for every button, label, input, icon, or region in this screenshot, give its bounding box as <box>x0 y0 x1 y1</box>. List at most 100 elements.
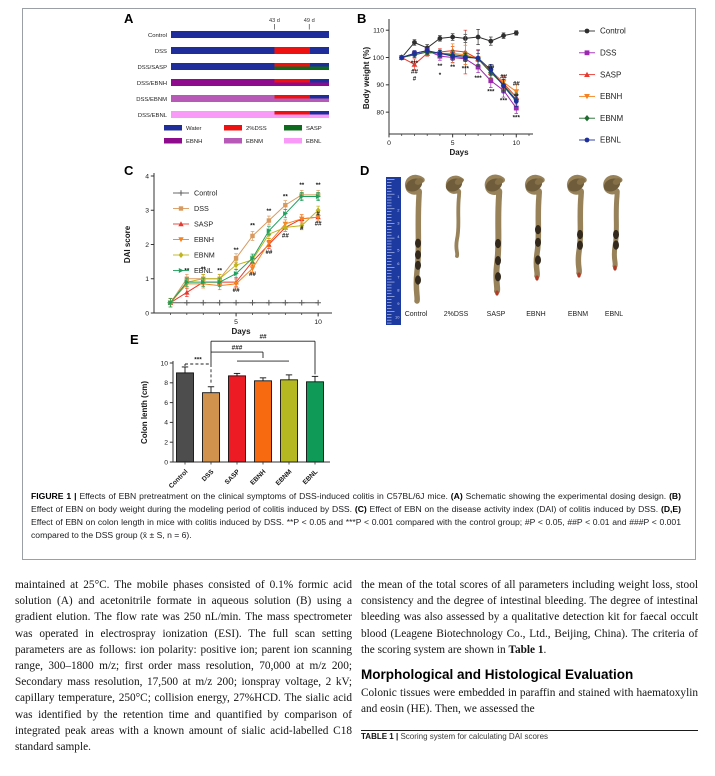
svg-text:##: ## <box>265 249 272 256</box>
svg-text:1: 1 <box>145 276 149 283</box>
svg-text:80: 80 <box>376 109 384 116</box>
svg-text:10: 10 <box>160 360 168 367</box>
figure-1-box: A B C D E Control DSS DSS/SASP DSS/EBNH DSS/… <box>22 8 696 560</box>
svg-text:SASP: SASP <box>600 70 621 79</box>
section-heading: Morphological and Histological Evaluatio… <box>361 667 634 683</box>
table-1-top-rule <box>361 730 698 732</box>
table-1-reference: Table 1 <box>508 643 544 656</box>
body-column-right: the mean of the total scores of all para… <box>361 577 698 742</box>
panel-e-letter: E <box>130 332 139 347</box>
svg-text:##: ## <box>249 271 256 278</box>
svg-text:0: 0 <box>145 310 149 317</box>
svg-text:5: 5 <box>397 248 400 253</box>
svg-text:**: ** <box>250 222 255 229</box>
svg-text:43 d: 43 d <box>269 18 280 24</box>
svg-text:EBNH: EBNH <box>186 139 202 145</box>
svg-text:**: ** <box>437 63 442 70</box>
svg-text:##: ## <box>282 233 289 240</box>
svg-text:110: 110 <box>373 27 384 34</box>
svg-text:Water: Water <box>186 126 202 132</box>
panel-b-letter: B <box>357 11 367 26</box>
svg-text:*: * <box>439 72 442 79</box>
svg-text:EBNM: EBNM <box>568 311 588 318</box>
svg-text:4: 4 <box>164 420 168 427</box>
svg-text:***: *** <box>513 115 521 122</box>
svg-text:##: ## <box>411 68 418 75</box>
svg-text:EBNH: EBNH <box>600 92 622 101</box>
svg-text:**: ** <box>234 247 239 254</box>
panel-c-dai-score-chart: 0 1 2 3 4 5 10 Days DAI score ** ** ** ** ** ** ** ** ** #… <box>123 173 332 336</box>
svg-text:***: *** <box>411 60 419 67</box>
svg-text:1: 1 <box>397 194 400 199</box>
paragraph-dai-scoring: the mean of the total scores of all para… <box>361 579 698 656</box>
panel-d-colon-photo: 1 2 3 4 5 6 7 8 9 10 Control 2%DSS SASP EBNH EBNM EBNL <box>386 174 623 325</box>
svg-text:DSS: DSS <box>201 468 216 483</box>
svg-text:2%DSS: 2%DSS <box>246 126 267 132</box>
svg-text:Control: Control <box>148 33 167 39</box>
svg-text:Control: Control <box>600 27 626 36</box>
svg-text:EBNL: EBNL <box>600 136 621 145</box>
svg-text:SASP: SASP <box>194 220 213 229</box>
svg-text:EBNL: EBNL <box>306 139 322 145</box>
svg-text:##: ## <box>259 334 267 341</box>
svg-text:3: 3 <box>145 208 149 215</box>
svg-text:DSS/EBNL: DSS/EBNL <box>138 113 168 119</box>
svg-text:EBNL: EBNL <box>194 266 213 275</box>
svg-text:**: ** <box>283 193 288 200</box>
paragraph-methods-lcms: maintained at 25°C. The mobile phases co… <box>15 579 352 754</box>
svg-text:**: ** <box>514 93 519 100</box>
svg-text:0: 0 <box>387 140 391 147</box>
svg-text:2: 2 <box>164 440 168 447</box>
svg-text:EBNM: EBNM <box>194 251 215 260</box>
svg-text:EBNM: EBNM <box>275 468 294 487</box>
svg-text:**: ** <box>201 266 206 273</box>
svg-text:Control: Control <box>194 189 218 198</box>
svg-text:DSS/EBNH: DSS/EBNH <box>137 81 167 87</box>
svg-text:DSS: DSS <box>194 204 209 213</box>
panel-e-colon-length-chart: 0 2 4 6 8 10 Colon lenth (cm) Control DSS SASP EBN… <box>140 334 330 490</box>
svg-text:2: 2 <box>397 207 400 212</box>
figure-caption: FIGURE 1 | Effects of EBN pretreatment o… <box>31 491 682 540</box>
svg-text:**: ** <box>450 64 455 71</box>
svg-text:90: 90 <box>376 82 384 89</box>
svg-text:5: 5 <box>451 140 455 147</box>
svg-text:DSS: DSS <box>600 49 616 58</box>
svg-text:SASP: SASP <box>306 126 322 132</box>
svg-text:EBNH: EBNH <box>194 235 214 244</box>
svg-text:0: 0 <box>164 459 168 466</box>
svg-text:***: *** <box>487 89 495 96</box>
svg-text:49 d: 49 d <box>304 18 315 24</box>
svg-text:EBNL: EBNL <box>605 311 623 318</box>
svg-text:#: # <box>316 210 320 217</box>
svg-text:10: 10 <box>512 140 520 147</box>
paragraph-histology: Colonic tissues were embedded in paraffi… <box>361 687 698 716</box>
svg-text:##: ## <box>513 80 520 87</box>
svg-text:SASP: SASP <box>224 468 242 486</box>
svg-text:Control: Control <box>405 311 428 318</box>
panel-d-letter: D <box>360 163 370 178</box>
svg-text:***: *** <box>194 356 202 363</box>
svg-text:10: 10 <box>314 319 322 326</box>
table-1-caption: TABLE 1 | Scoring system for calculating… <box>361 732 549 742</box>
svg-text:EBNH: EBNH <box>526 311 545 318</box>
svg-text:EBNH: EBNH <box>249 468 267 486</box>
svg-text:***: *** <box>462 66 470 73</box>
svg-text:EBNL: EBNL <box>302 468 320 486</box>
svg-text:##: ## <box>500 74 507 81</box>
svg-text:#: # <box>300 225 304 232</box>
svg-text:7: 7 <box>397 274 400 279</box>
figure-caption-label: FIGURE 1 | <box>31 491 80 501</box>
svg-text:8: 8 <box>164 380 168 387</box>
svg-text:9: 9 <box>397 301 400 306</box>
panel-a-dosing-schematic: Control DSS DSS/SASP DSS/EBNH DSS/EBNM DSS/EB… <box>136 18 329 145</box>
panel-a-letter: A <box>124 11 134 26</box>
svg-text:Days: Days <box>449 148 469 157</box>
svg-text:Control: Control <box>168 468 190 490</box>
svg-text:6: 6 <box>397 261 400 266</box>
svg-text:**: ** <box>266 208 271 215</box>
svg-text:##: ## <box>487 64 494 71</box>
svg-text:Colon lenth (cm): Colon lenth (cm) <box>140 381 149 444</box>
svg-text:10: 10 <box>395 315 400 320</box>
svg-text:4: 4 <box>397 234 400 239</box>
